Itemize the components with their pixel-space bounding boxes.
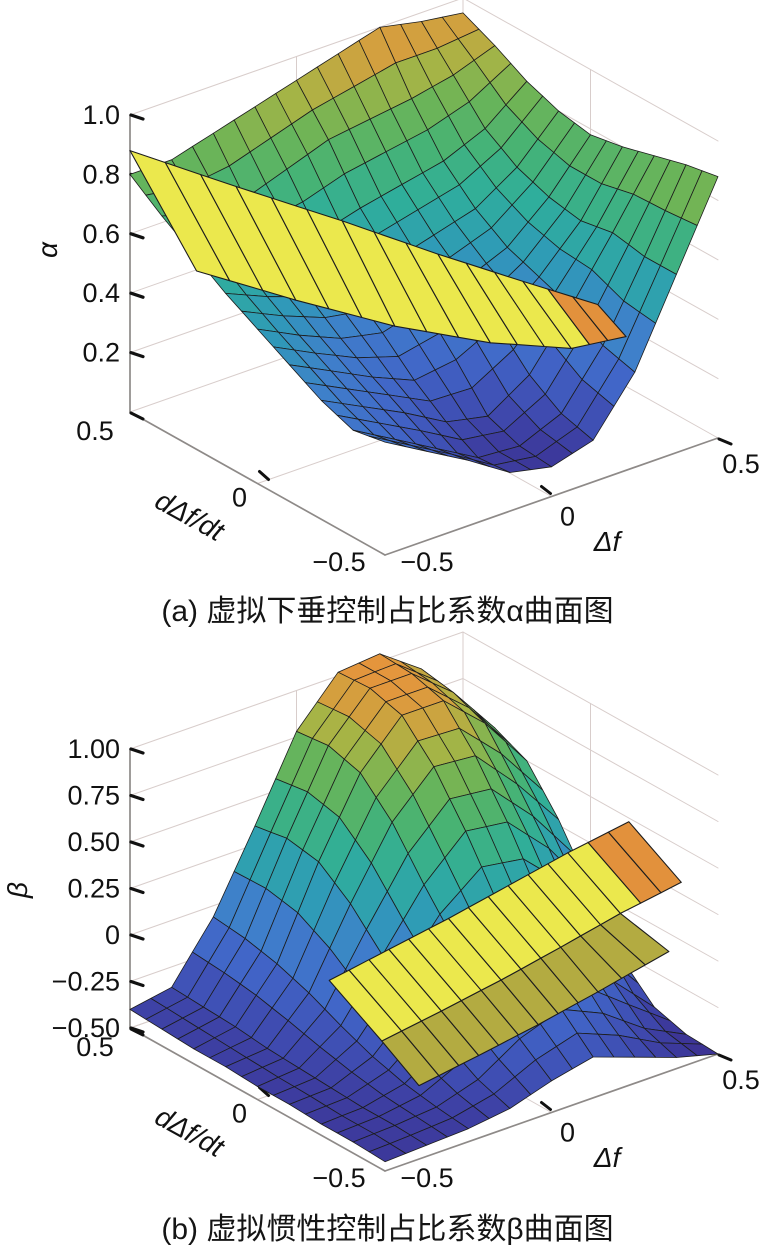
y-tick-label-alpha-1: 0 bbox=[232, 483, 247, 513]
x-tick-label-alpha-2: 0.5 bbox=[722, 449, 760, 479]
z-axis-label-beta: β bbox=[2, 882, 33, 899]
z-tick-label-alpha-1: 0.8 bbox=[82, 159, 120, 189]
x-tick-label-beta-2: 0.5 bbox=[722, 1065, 760, 1095]
z-tick-label-beta-0: 1.00 bbox=[67, 734, 120, 764]
z-tick-label-beta-6: −0.50 bbox=[52, 1013, 120, 1043]
y-axis-label-beta: dΔf/dt bbox=[150, 1100, 230, 1163]
y-tick-label-alpha-2: −0.5 bbox=[312, 547, 365, 577]
caption-b: (b) 虚拟惯性控制占比系数β曲面图 bbox=[161, 1213, 614, 1246]
x-tick-label-alpha-0: −0.5 bbox=[400, 547, 453, 577]
caption-a: (a) 虚拟下垂控制占比系数α曲面图 bbox=[161, 595, 614, 628]
z-tick-label-alpha-3: 0.4 bbox=[82, 278, 120, 308]
x-tick-label-beta-0: −0.5 bbox=[400, 1163, 453, 1193]
ribbon-alpha bbox=[129, 150, 627, 349]
z-tick-label-beta-1: 0.75 bbox=[67, 781, 120, 811]
x-axis-label-beta: Δf bbox=[593, 1142, 624, 1173]
surface-mesh-beta bbox=[129, 653, 719, 1163]
z-tick-label-beta-2: 0.50 bbox=[67, 827, 120, 857]
z-tick-label-alpha-2: 0.6 bbox=[82, 219, 120, 249]
z-tick-label-beta-3: 0.25 bbox=[67, 874, 120, 904]
z-tick-label-beta-5: −0.25 bbox=[52, 967, 120, 997]
z-tick-label-alpha-0: 1.0 bbox=[82, 100, 120, 130]
surface-plot-alpha: 1.0 0.8 0.6 0.4 0.2 0.5 0 −0.5 −0.5 0 0.5 Δf dΔf/dt α bbox=[32, 0, 760, 577]
x-tick-label-beta-1: 0 bbox=[560, 1118, 575, 1148]
y-tick-label-beta-0: 0.5 bbox=[76, 1032, 114, 1062]
surface-mesh-alpha bbox=[129, 12, 719, 473]
z-tick-label-beta-4: 0 bbox=[105, 920, 120, 950]
z-axis-label-alpha: α bbox=[32, 241, 63, 258]
x-tick-label-alpha-1: 0 bbox=[560, 502, 575, 532]
y-axis-label-alpha: dΔf/dt bbox=[150, 484, 230, 547]
y-tick-label-alpha-0: 0.5 bbox=[76, 416, 114, 446]
ribbon-beta bbox=[328, 821, 682, 1087]
z-tick-label-alpha-4: 0.2 bbox=[82, 338, 120, 368]
x-axis-label-alpha: Δf bbox=[593, 526, 624, 557]
surface-plot-beta: 1.000.750.500.250−0.25−0.500.50−0.5 −0.50… bbox=[2, 631, 760, 1193]
y-tick-label-beta-1: 0 bbox=[232, 1099, 247, 1129]
y-tick-label-beta-2: −0.5 bbox=[312, 1163, 365, 1193]
